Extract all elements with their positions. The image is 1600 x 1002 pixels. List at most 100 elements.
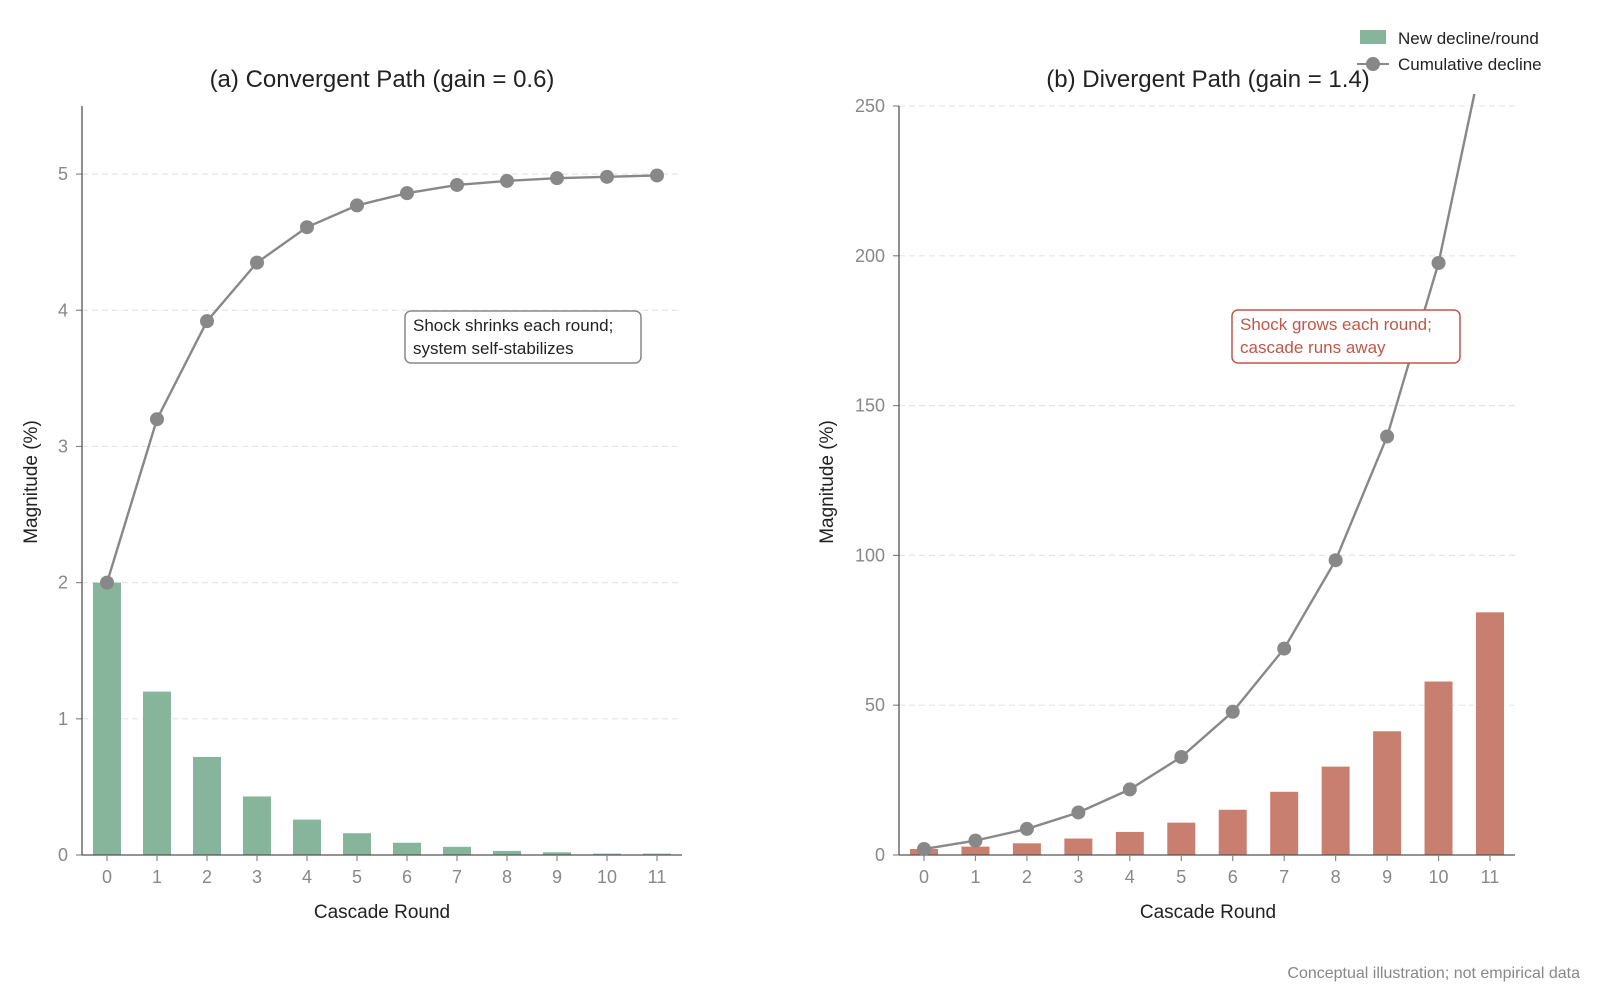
- bar: [593, 853, 621, 855]
- bar: [443, 846, 471, 855]
- x-tick-label: 5: [1176, 867, 1186, 887]
- legend-marker-swatch: [1366, 57, 1380, 71]
- x-axis-label: Cascade Round: [1140, 902, 1276, 923]
- bar: [1321, 766, 1350, 855]
- bar: [293, 819, 321, 855]
- panel-divergent: (b) Divergent Path (gain = 1.4) Cascade …: [817, 13, 1515, 923]
- line-point: [450, 177, 464, 192]
- line-point: [1071, 805, 1086, 820]
- plot-area: 0 50 100 150 200 250 0 1 2 3 4 5 6 7 8 9 10 11: [855, 13, 1515, 887]
- legend-line-label: Cumulative decline: [1398, 55, 1542, 74]
- bar: [1115, 831, 1144, 855]
- line-point: [400, 186, 414, 201]
- bar: [193, 756, 221, 855]
- panel-title: (a) Convergent Path (gain = 0.6): [210, 66, 555, 93]
- bar: [961, 846, 990, 855]
- line-point: [550, 171, 564, 186]
- line-point: [1380, 429, 1395, 444]
- line-point: [1174, 750, 1189, 765]
- bar: [1424, 681, 1453, 855]
- x-tick-label: 0: [919, 867, 929, 887]
- x-tick-label: 6: [402, 867, 412, 887]
- plot-area: 0 1 2 3 4 5 0 1 2 3 4 5 6 7 8 9 10 11: [58, 106, 682, 887]
- line-point: [150, 412, 164, 427]
- x-tick-label: 2: [202, 867, 212, 887]
- line-point: [600, 169, 614, 184]
- line-point: [1277, 641, 1292, 656]
- y-tick-label: 100: [855, 545, 885, 565]
- bar: [1476, 612, 1504, 855]
- y-tick-label: 1: [58, 709, 68, 729]
- y-tick-label: 2: [58, 573, 68, 593]
- x-tick-label: 10: [597, 867, 617, 887]
- x-tick-label: 3: [1073, 867, 1083, 887]
- annotation-line-2: cascade runs away: [1240, 338, 1386, 357]
- legend: New decline/round Cumulative decline: [1357, 29, 1542, 74]
- panel-title: (b) Divergent Path (gain = 1.4): [1046, 66, 1370, 93]
- x-tick-label: 8: [1331, 867, 1341, 887]
- x-tick-label: 4: [302, 867, 312, 887]
- bar: [543, 852, 571, 855]
- line-series-group: [100, 168, 664, 590]
- legend-bar-label: New decline/round: [1398, 29, 1539, 48]
- cumulative-line: [923, 94, 1476, 851]
- line-point: [350, 198, 364, 213]
- x-tick-label: 11: [648, 867, 667, 887]
- bar: [1167, 822, 1196, 855]
- annotation-frame: [404, 310, 642, 364]
- line-point: [1019, 821, 1034, 836]
- bar: [1373, 731, 1402, 855]
- y-tick-label: 250: [855, 96, 885, 116]
- line-point: [200, 314, 214, 329]
- line-point: [100, 575, 114, 590]
- x-tick-label: 3: [252, 867, 262, 887]
- annotation-line-1: Shock shrinks each round;: [413, 316, 613, 335]
- line-point: [500, 173, 514, 188]
- x-tick-label: 2: [1022, 867, 1032, 887]
- line-series-group: [917, 13, 1497, 857]
- line-point: [650, 168, 664, 183]
- x-tick-label: 5: [352, 867, 362, 887]
- x-tick-label: 1: [152, 867, 162, 887]
- line-point: [300, 220, 314, 235]
- y-tick-label: 3: [58, 436, 68, 456]
- annotation-box: Shock grows each round; cascade runs awa…: [1231, 309, 1461, 364]
- footnote: Conceptual illustration; not empirical d…: [1287, 965, 1580, 982]
- bar: [143, 691, 171, 855]
- y-tick-label: 5: [58, 164, 68, 184]
- annotation-line-2: system self-stabilizes: [413, 339, 574, 358]
- bar: [343, 833, 371, 855]
- annotation-frame: [1231, 309, 1461, 364]
- line-point: [1483, 13, 1497, 27]
- line-point: [1122, 782, 1137, 797]
- y-tick-label: 0: [58, 845, 68, 865]
- x-tick-label: 9: [1382, 867, 1392, 887]
- bar: [1218, 809, 1247, 855]
- annotation-line-1: Shock grows each round;: [1240, 315, 1432, 334]
- y-tick-label: 200: [855, 246, 885, 266]
- y-tick-label: 4: [58, 300, 68, 320]
- x-tick-label: 6: [1228, 867, 1238, 887]
- y-axis-label: Magnitude (%): [817, 420, 838, 544]
- line-point: [917, 842, 931, 857]
- bar: [243, 796, 271, 855]
- legend-bar-swatch: [1360, 30, 1386, 44]
- bar: [393, 842, 421, 855]
- bar: [643, 853, 671, 855]
- x-tick-label: 4: [1125, 867, 1135, 887]
- line-point: [250, 255, 264, 270]
- x-tick-label: 10: [1429, 867, 1449, 887]
- x-tick-label: 9: [552, 867, 562, 887]
- bar: [1012, 843, 1041, 855]
- y-tick-label: 0: [875, 845, 885, 865]
- x-tick-label: 11: [1481, 867, 1500, 887]
- cumulative-line: [105, 174, 658, 583]
- x-tick-label: 1: [970, 867, 980, 887]
- bar: [1270, 791, 1299, 855]
- y-tick-label: 150: [855, 396, 885, 416]
- line-point: [1225, 704, 1240, 719]
- x-tick-label: 7: [452, 867, 462, 887]
- line-point: [1328, 553, 1343, 568]
- line-point: [1431, 255, 1446, 270]
